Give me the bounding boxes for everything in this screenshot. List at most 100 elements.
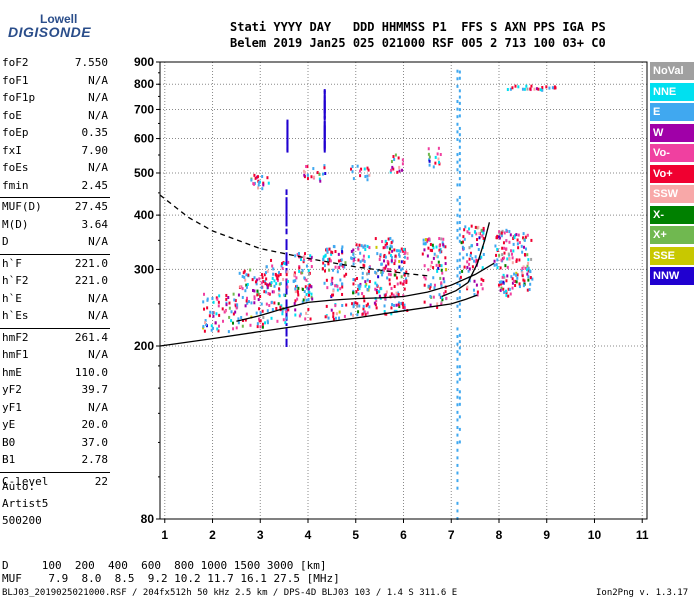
echo-point xyxy=(525,84,528,88)
echo-streak-point xyxy=(456,335,459,339)
echo-point xyxy=(306,173,309,177)
echo-point xyxy=(392,167,395,171)
echo-point xyxy=(527,266,530,270)
echo-point xyxy=(429,284,432,288)
param-name: foF1 xyxy=(2,73,29,87)
echo-point xyxy=(294,308,297,312)
echo-point xyxy=(383,259,386,263)
echo-point xyxy=(245,283,248,287)
echo-point xyxy=(459,275,462,279)
echo-point xyxy=(436,302,439,306)
echo-point xyxy=(297,293,300,297)
echo-point xyxy=(375,288,378,292)
echo-point xyxy=(337,252,340,256)
echo-point xyxy=(436,269,439,273)
echo-point xyxy=(429,264,432,268)
y-tick-label: 900 xyxy=(134,55,154,69)
echo-point xyxy=(395,276,398,280)
echo-point xyxy=(352,259,355,263)
echo-point xyxy=(286,285,289,289)
echo-point xyxy=(303,252,306,256)
muf-row: MUF 7.9 8.0 8.5 9.2 10.2 11.7 16.1 27.5 … xyxy=(2,572,340,585)
echo-point xyxy=(401,267,404,271)
param-name: h`F2 xyxy=(2,274,29,287)
echo-point xyxy=(272,272,275,276)
echo-point xyxy=(341,250,344,254)
echo-point xyxy=(477,248,480,252)
echo-point xyxy=(305,165,308,169)
echo-point xyxy=(366,244,369,248)
param-row: h`F 221.0 xyxy=(2,257,108,271)
echo-point xyxy=(514,233,517,237)
echo-point xyxy=(336,288,339,292)
echo-point xyxy=(284,307,287,311)
echo-point xyxy=(505,228,508,232)
param-row: D N/A xyxy=(2,235,108,249)
distance-row: D 100 200 400 600 800 1000 1500 3000 [km… xyxy=(2,559,327,572)
echo-point xyxy=(366,166,369,170)
echo-point xyxy=(535,87,538,91)
echo-point xyxy=(230,310,233,314)
echo-point xyxy=(503,251,506,255)
echo-streak-point xyxy=(285,191,288,195)
param-name: C-level xyxy=(2,474,49,488)
echo-point xyxy=(468,257,471,261)
echo-point xyxy=(423,300,426,304)
echo-point xyxy=(359,282,362,286)
echo-point xyxy=(398,253,401,257)
echo-point xyxy=(386,245,389,249)
echo-streak-point xyxy=(458,352,461,356)
echo-point xyxy=(390,312,393,316)
param-value: 39.7 xyxy=(81,383,109,396)
echo-point xyxy=(362,245,365,249)
echo-point xyxy=(393,304,396,308)
echo-point xyxy=(208,314,211,318)
y-tick-label: 200 xyxy=(134,339,154,353)
echo-point xyxy=(246,282,249,286)
echo-streak-point xyxy=(456,236,459,240)
echo-streak-point xyxy=(323,149,326,153)
echo-point xyxy=(428,286,431,290)
echo-point xyxy=(505,293,508,297)
echo-point xyxy=(440,268,443,272)
echo-point xyxy=(225,297,228,301)
echo-point xyxy=(264,271,267,275)
echo-point xyxy=(356,304,359,308)
echo-point xyxy=(480,228,483,232)
echo-point xyxy=(286,280,289,284)
echo-point xyxy=(211,296,214,300)
echo-point xyxy=(257,186,260,190)
echo-point xyxy=(278,282,281,286)
echo-point xyxy=(553,85,556,89)
echo-point xyxy=(256,322,259,326)
echo-streak-point xyxy=(458,177,461,181)
echo-point xyxy=(469,251,472,255)
echo-streak-point xyxy=(285,228,288,232)
echo-point xyxy=(512,242,515,246)
echo-point xyxy=(271,264,274,268)
echo-point xyxy=(257,183,260,187)
echo-point xyxy=(383,304,386,308)
param-row: foF1p N/A xyxy=(2,91,108,105)
echo-point xyxy=(437,260,440,264)
echo-point xyxy=(406,256,409,260)
echo-streak-point xyxy=(323,120,326,124)
echo-point xyxy=(398,305,401,309)
echo-point xyxy=(475,232,478,236)
param-value: 27.45 xyxy=(74,200,108,213)
echo-point xyxy=(509,233,512,237)
echo-point xyxy=(393,285,396,289)
echo-point xyxy=(332,311,335,315)
echo-point xyxy=(256,293,259,297)
echo-point xyxy=(268,282,271,286)
echo-point xyxy=(322,257,325,261)
echo-point xyxy=(227,330,230,334)
echo-point xyxy=(463,228,466,232)
echo-streak-point xyxy=(458,315,461,319)
param-name: yF2 xyxy=(2,383,22,396)
echo-point xyxy=(472,288,475,292)
echo-point xyxy=(306,177,309,181)
param-value: N/A xyxy=(88,73,108,87)
echo-point xyxy=(356,277,359,281)
echo-streak-point xyxy=(456,84,459,88)
